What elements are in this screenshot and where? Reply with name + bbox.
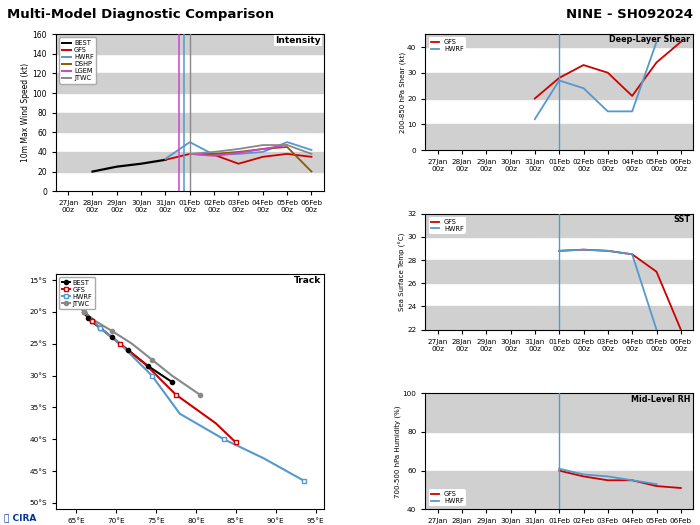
- Bar: [426, 124, 693, 150]
- Text: Deep-Layer Shear: Deep-Layer Shear: [609, 35, 690, 44]
- Text: NINE - SH092024: NINE - SH092024: [566, 8, 693, 21]
- Y-axis label: 10m Max Wind Speed (kt): 10m Max Wind Speed (kt): [21, 63, 29, 162]
- Bar: [56, 34, 323, 54]
- Bar: [426, 260, 693, 284]
- Bar: [56, 113, 323, 132]
- Bar: [426, 73, 693, 99]
- Text: Mid-Level RH: Mid-Level RH: [631, 394, 690, 404]
- Legend: BEST, GFS, HWRF, JTWC: BEST, GFS, HWRF, JTWC: [60, 277, 95, 309]
- Bar: [56, 152, 323, 172]
- Bar: [426, 307, 693, 330]
- Legend: BEST, GFS, HWRF, DSHP, LGEM, JTWC: BEST, GFS, HWRF, DSHP, LGEM, JTWC: [60, 37, 97, 84]
- Y-axis label: Sea Surface Temp (°C): Sea Surface Temp (°C): [398, 233, 406, 311]
- Bar: [56, 74, 323, 93]
- Legend: GFS, HWRF: GFS, HWRF: [428, 37, 466, 54]
- Text: Multi-Model Diagnostic Comparison: Multi-Model Diagnostic Comparison: [7, 8, 274, 21]
- Text: SST: SST: [673, 215, 690, 224]
- Text: Ⓝ CIRA: Ⓝ CIRA: [4, 513, 36, 522]
- Text: Intensity: Intensity: [275, 36, 321, 45]
- Y-axis label: 700-500 hPa Humidity (%): 700-500 hPa Humidity (%): [395, 405, 401, 498]
- Bar: [426, 21, 693, 47]
- Legend: GFS, HWRF: GFS, HWRF: [428, 217, 466, 234]
- Legend: GFS, HWRF: GFS, HWRF: [428, 489, 466, 506]
- Bar: [426, 393, 693, 432]
- Text: Track: Track: [294, 276, 321, 285]
- Bar: [426, 214, 693, 237]
- Bar: [426, 470, 693, 509]
- Y-axis label: 200-850 hPa Shear (kt): 200-850 hPa Shear (kt): [399, 51, 406, 133]
